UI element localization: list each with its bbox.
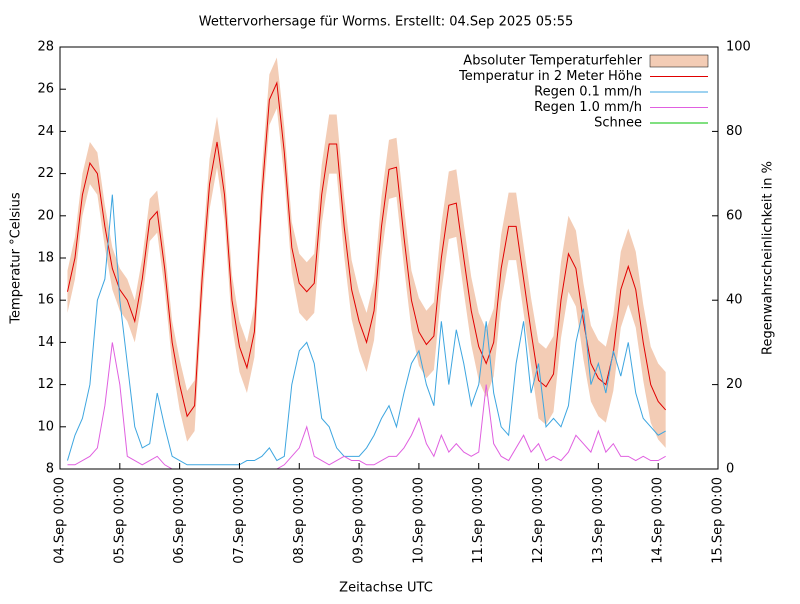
y2-tick-label: 40 [726, 293, 743, 308]
y-tick-label: 16 [37, 293, 54, 308]
x-tick-label: 15.Sep 00:00 [711, 477, 726, 564]
x-tick-label: 11.Sep 00:00 [471, 477, 486, 564]
y-tick-label: 18 [37, 251, 54, 266]
x-tick-label: 14.Sep 00:00 [651, 477, 666, 564]
y-tick-label: 10 [37, 419, 54, 434]
x-tick-label: 04.Sep 00:00 [53, 477, 68, 564]
x-tick-label: 08.Sep 00:00 [292, 477, 307, 564]
y-axis-label: Temperatur °Celsius [9, 192, 24, 325]
legend-swatch [649, 54, 709, 68]
y2-tick-label: 60 [726, 208, 743, 223]
x-tick-label: 06.Sep 00:00 [172, 477, 187, 564]
y-tick-label: 14 [37, 335, 54, 350]
y-tick-label: 26 [37, 82, 54, 97]
legend-label: Regen 1.0 mm/h [534, 100, 642, 115]
x-axis-label: Zeitachse UTC [339, 581, 433, 596]
chart-title: Wettervorhersage für Worms. Erstellt: 04… [199, 15, 574, 30]
y-tick-label: 28 [37, 40, 54, 55]
y2-tick-label: 20 [726, 377, 743, 392]
x-tick-label: 07.Sep 00:00 [232, 477, 247, 564]
y2-tick-label: 80 [726, 124, 743, 139]
y-tick-label: 20 [37, 208, 54, 223]
legend-label: Regen 0.1 mm/h [534, 85, 642, 100]
y2-tick-label: 100 [726, 40, 751, 55]
series-line [66, 194, 666, 466]
x-tick-label: 09.Sep 00:00 [352, 477, 367, 564]
x-tick-label: 05.Sep 00:00 [112, 477, 127, 564]
y-tick-label: 12 [37, 377, 54, 392]
error-band [67, 57, 666, 448]
y-tick-label: 22 [37, 166, 54, 181]
legend-label: Schnee [594, 116, 642, 131]
legend-label: Absoluter Temperaturfehler [463, 54, 642, 69]
y2-axis-label: Regenwahrscheinlichkeit in % [761, 161, 776, 355]
y-tick-label: 24 [37, 124, 54, 139]
y-tick-label: 8 [46, 462, 54, 477]
x-tick-label: 13.Sep 00:00 [591, 477, 606, 564]
series-line [67, 342, 666, 470]
x-tick-label: 10.Sep 00:00 [411, 477, 426, 564]
series-line [66, 80, 667, 418]
y2-tick-label: 0 [726, 462, 734, 477]
legend-label: Temperatur in 2 Meter Höhe [458, 69, 642, 84]
x-tick-label: 12.Sep 00:00 [531, 477, 546, 564]
